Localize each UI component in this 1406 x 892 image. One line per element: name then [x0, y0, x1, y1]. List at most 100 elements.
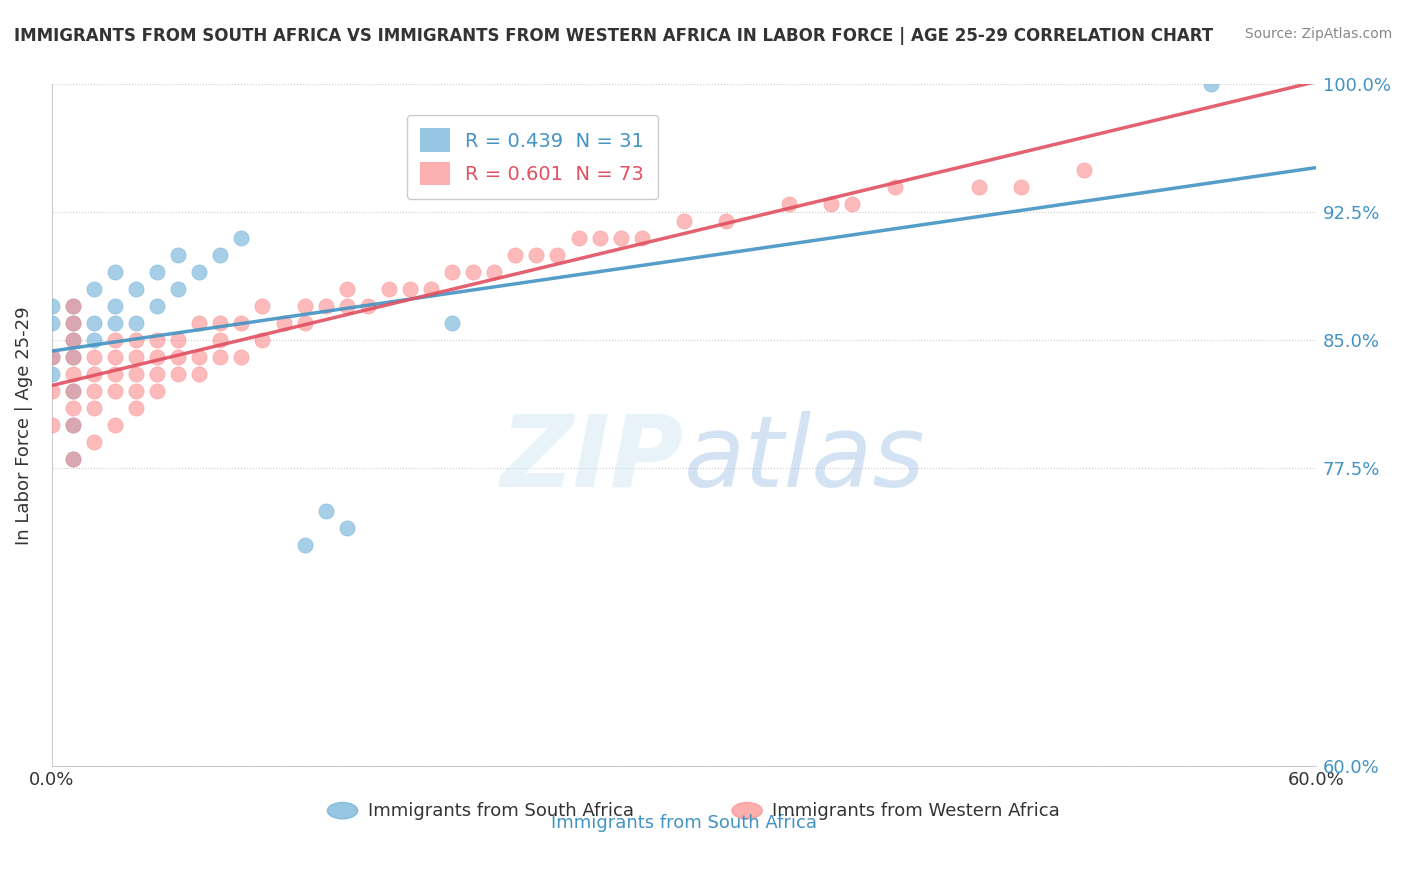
Point	[104, 333, 127, 347]
Point	[104, 299, 127, 313]
Point	[252, 299, 274, 313]
Text: Source: ZipAtlas.com: Source: ZipAtlas.com	[1244, 27, 1392, 41]
Point	[188, 316, 211, 330]
Point	[41, 350, 63, 364]
Point	[315, 299, 337, 313]
Point	[125, 282, 148, 296]
Point	[104, 265, 127, 279]
Point	[463, 265, 485, 279]
Point	[41, 350, 63, 364]
Point	[146, 333, 169, 347]
Point	[146, 265, 169, 279]
Point	[273, 316, 295, 330]
Point	[441, 316, 464, 330]
Point	[609, 231, 631, 245]
Text: ZIP: ZIP	[501, 411, 683, 508]
Point	[336, 299, 359, 313]
Point	[62, 299, 84, 313]
Point	[104, 350, 127, 364]
Point	[588, 231, 610, 245]
Point	[146, 299, 169, 313]
Point	[62, 452, 84, 467]
Point	[167, 350, 190, 364]
Point	[630, 231, 652, 245]
Point	[62, 316, 84, 330]
Text: Immigrants from South Africa: Immigrants from South Africa	[368, 802, 634, 820]
Point	[315, 503, 337, 517]
Point	[1199, 78, 1222, 92]
Text: Immigrants from South Africa: Immigrants from South Africa	[551, 814, 817, 832]
Circle shape	[328, 803, 357, 819]
Point	[62, 299, 84, 313]
Point	[83, 401, 105, 416]
Point	[1010, 179, 1032, 194]
Point	[62, 452, 84, 467]
Point	[62, 384, 84, 399]
Point	[672, 214, 695, 228]
Point	[526, 248, 548, 262]
Point	[125, 316, 148, 330]
Point	[41, 368, 63, 382]
Point	[62, 333, 84, 347]
Point	[336, 521, 359, 535]
Point	[167, 248, 190, 262]
Point	[294, 538, 316, 552]
Point	[336, 282, 359, 296]
Point	[104, 368, 127, 382]
Point	[167, 368, 190, 382]
Point	[209, 316, 232, 330]
Point	[294, 299, 316, 313]
Point	[62, 401, 84, 416]
Point	[41, 384, 63, 399]
Point	[62, 384, 84, 399]
Point	[231, 350, 253, 364]
Text: IMMIGRANTS FROM SOUTH AFRICA VS IMMIGRANTS FROM WESTERN AFRICA IN LABOR FORCE | : IMMIGRANTS FROM SOUTH AFRICA VS IMMIGRAN…	[14, 27, 1213, 45]
Point	[484, 265, 506, 279]
Point	[967, 179, 990, 194]
Point	[188, 265, 211, 279]
Point	[188, 350, 211, 364]
Point	[83, 368, 105, 382]
Point	[778, 196, 800, 211]
Point	[188, 368, 211, 382]
Point	[62, 350, 84, 364]
Point	[62, 333, 84, 347]
Point	[231, 316, 253, 330]
Point	[546, 248, 568, 262]
Point	[83, 282, 105, 296]
Point	[146, 350, 169, 364]
Point	[83, 350, 105, 364]
Point	[146, 368, 169, 382]
Point	[209, 248, 232, 262]
Point	[62, 368, 84, 382]
Point	[125, 368, 148, 382]
Point	[62, 418, 84, 433]
Point	[146, 384, 169, 399]
Point	[714, 214, 737, 228]
Point	[62, 316, 84, 330]
Text: Immigrants from Western Africa: Immigrants from Western Africa	[772, 802, 1060, 820]
Point	[378, 282, 401, 296]
Point	[83, 384, 105, 399]
Point	[41, 316, 63, 330]
Point	[41, 299, 63, 313]
Legend: R = 0.439  N = 31, R = 0.601  N = 73: R = 0.439 N = 31, R = 0.601 N = 73	[406, 114, 658, 199]
Point	[62, 418, 84, 433]
Point	[83, 435, 105, 450]
Point	[167, 333, 190, 347]
Point	[104, 316, 127, 330]
Point	[104, 384, 127, 399]
Point	[125, 401, 148, 416]
Point	[841, 196, 863, 211]
Point	[41, 418, 63, 433]
Point	[209, 333, 232, 347]
Point	[357, 299, 380, 313]
Point	[167, 282, 190, 296]
Circle shape	[733, 803, 762, 819]
Point	[820, 196, 842, 211]
Point	[252, 333, 274, 347]
Point	[399, 282, 422, 296]
Point	[125, 384, 148, 399]
Y-axis label: In Labor Force | Age 25-29: In Labor Force | Age 25-29	[15, 306, 32, 545]
Point	[441, 265, 464, 279]
